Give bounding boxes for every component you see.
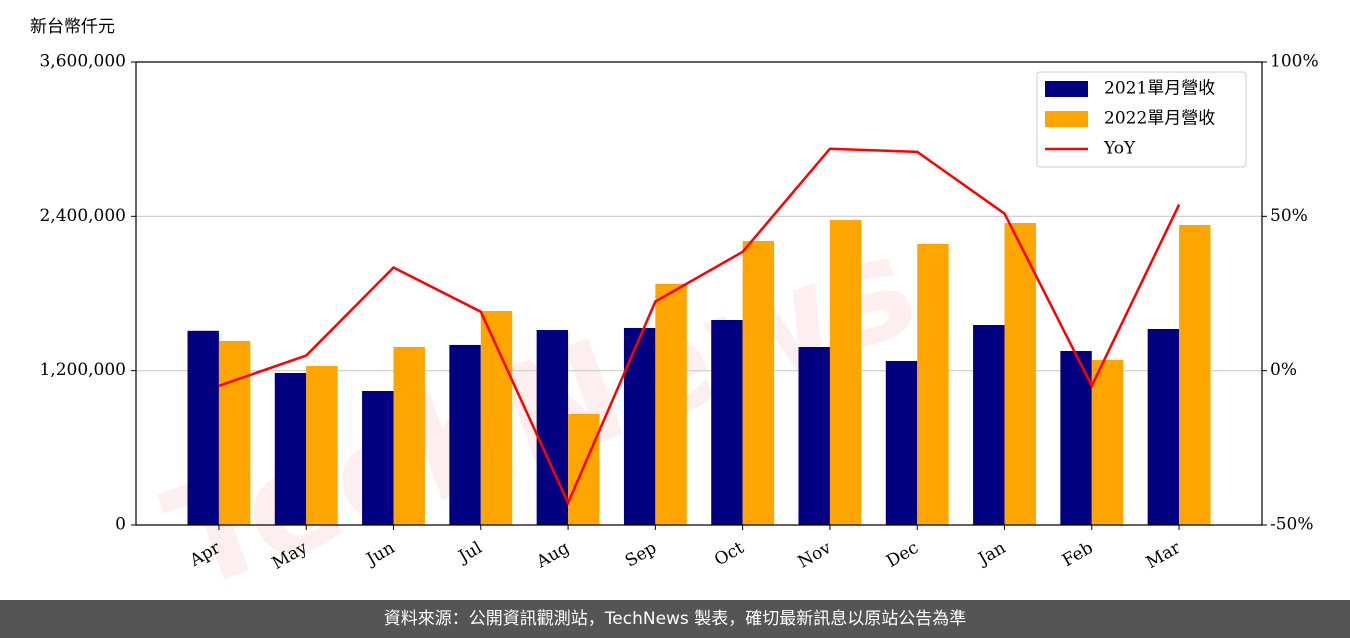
bar bbox=[218, 340, 251, 525]
bar bbox=[623, 327, 656, 525]
bar bbox=[449, 344, 481, 525]
x-tick-label: Oct bbox=[711, 538, 747, 571]
bar bbox=[393, 347, 425, 525]
bar bbox=[973, 325, 1005, 525]
bar bbox=[187, 330, 219, 525]
x-tick-label: Aug bbox=[532, 538, 573, 573]
x-tick-label: Jan bbox=[973, 538, 1009, 570]
y-tick-label: 3,600,000 bbox=[39, 52, 126, 72]
x-tick-label: Jul bbox=[454, 538, 486, 568]
bar bbox=[480, 310, 513, 525]
footer: 資料來源：公開資訊觀測站，TechNews 製表，確切最新訊息以原站公告為準 bbox=[384, 609, 966, 629]
bar bbox=[306, 366, 338, 525]
bar bbox=[885, 361, 918, 525]
bar bbox=[274, 372, 307, 525]
bar bbox=[362, 390, 394, 525]
x-tick-label: Sep bbox=[622, 538, 660, 572]
legend-label: 2021單月營收 bbox=[1104, 79, 1215, 99]
legend-label: YoY bbox=[1103, 139, 1136, 159]
y-axis-label: 新台幣仟元 bbox=[30, 17, 115, 37]
yoy-line bbox=[218, 147, 1181, 506]
legend-label: 2022單月營收 bbox=[1104, 109, 1215, 129]
y2-tick-label: 0% bbox=[1270, 360, 1297, 380]
bar bbox=[1004, 223, 1036, 525]
bar bbox=[1060, 350, 1092, 525]
legend-swatch bbox=[1045, 111, 1088, 127]
y2-tick-label: -50% bbox=[1270, 515, 1314, 535]
y-tick-label: 1,200,000 bbox=[39, 360, 126, 380]
legend-swatch bbox=[1045, 81, 1088, 97]
x-tick-label: Mar bbox=[1143, 537, 1185, 573]
plot-frame bbox=[135, 61, 1263, 526]
bar bbox=[536, 330, 569, 525]
y2-tick-label: 100% bbox=[1270, 52, 1319, 72]
footer-bar bbox=[0, 600, 1350, 638]
x-tick-label: Nov bbox=[795, 538, 835, 573]
bar bbox=[829, 220, 862, 525]
y-tick-label: 0 bbox=[115, 515, 126, 535]
bar bbox=[711, 319, 743, 525]
y2-tick-label: 50% bbox=[1270, 206, 1308, 226]
bar bbox=[1179, 224, 1211, 526]
bar bbox=[655, 283, 687, 525]
bar bbox=[917, 243, 949, 525]
bar bbox=[1091, 359, 1124, 525]
y-tick-label: 2,400,000 bbox=[39, 206, 126, 226]
bar bbox=[742, 241, 775, 525]
bar bbox=[1147, 328, 1180, 525]
bar bbox=[798, 347, 830, 525]
x-tick-label: Feb bbox=[1059, 538, 1097, 571]
legend-box bbox=[1036, 71, 1247, 168]
x-tick-label: Dec bbox=[883, 538, 922, 572]
